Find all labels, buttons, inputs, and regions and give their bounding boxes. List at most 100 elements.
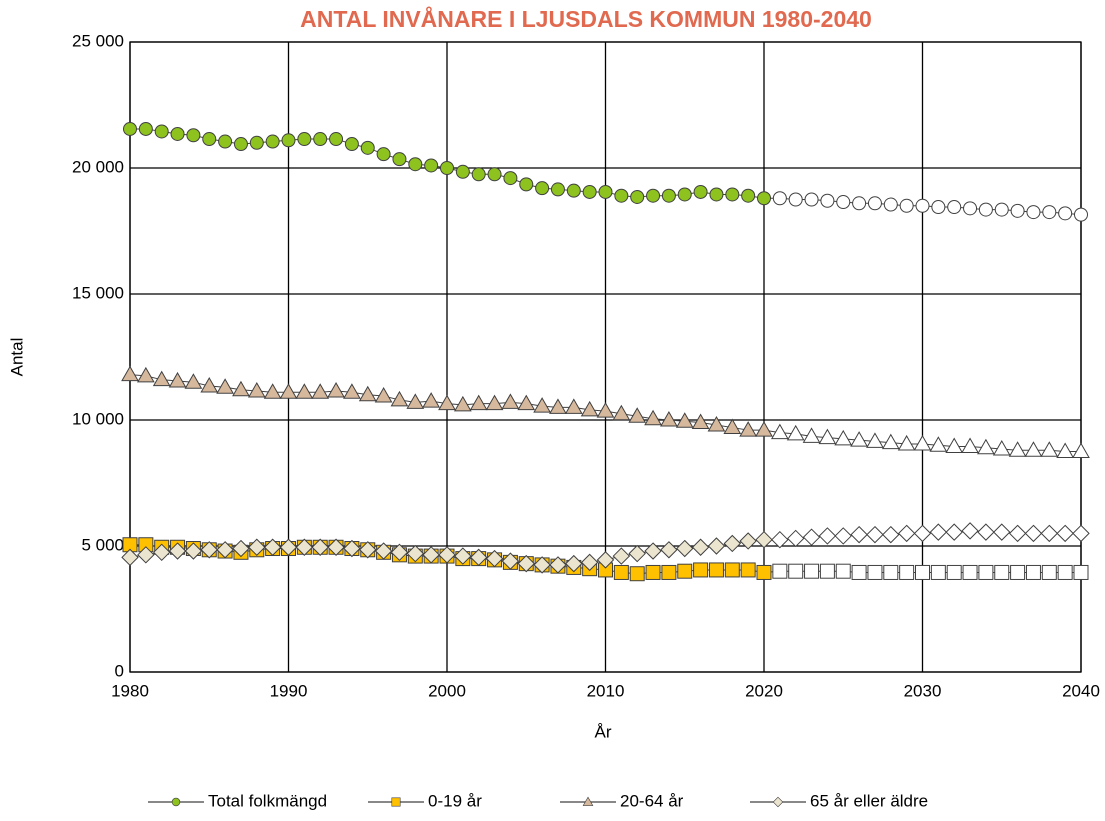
point (691, 538, 710, 556)
point (344, 137, 359, 152)
point (376, 147, 391, 162)
legend-item: 0-19 år (368, 791, 482, 810)
point (741, 188, 756, 203)
point (882, 525, 900, 544)
point (360, 140, 375, 155)
point (453, 395, 472, 412)
point (1073, 564, 1089, 580)
point (281, 133, 296, 148)
point (866, 525, 884, 544)
point (1056, 524, 1074, 543)
point (628, 544, 646, 563)
point (533, 556, 551, 574)
point (915, 564, 930, 580)
point (723, 418, 742, 435)
point (1040, 524, 1059, 543)
point (295, 383, 314, 399)
point (771, 530, 789, 549)
point (327, 382, 345, 398)
point (818, 428, 837, 445)
point (358, 385, 377, 402)
x-axis-label: År (595, 722, 612, 741)
point (691, 413, 710, 430)
point (422, 546, 440, 564)
point (487, 167, 502, 182)
point (152, 543, 171, 562)
legend-label: 65 år eller äldre (810, 791, 928, 810)
point (1026, 205, 1041, 220)
point (596, 402, 615, 418)
x-tick-label: 2000 (428, 681, 466, 700)
legend-item: Total folkmängd (148, 791, 327, 810)
point (866, 432, 884, 448)
point (1008, 524, 1027, 543)
point (945, 523, 963, 541)
point (707, 537, 726, 555)
y-tick-label: 20 000 (72, 157, 124, 176)
point (834, 429, 853, 446)
point (424, 158, 439, 173)
point (440, 161, 454, 175)
point (1072, 524, 1090, 543)
point (1074, 207, 1088, 222)
legend-label: 20-64 år (620, 791, 684, 810)
point (899, 564, 915, 580)
point (406, 393, 425, 409)
y-tick-label: 15 000 (72, 283, 124, 302)
point (1058, 206, 1073, 221)
point (1041, 564, 1057, 580)
point (804, 563, 820, 579)
point (248, 538, 266, 556)
point (962, 564, 978, 580)
point (693, 184, 708, 199)
point (883, 197, 898, 212)
point (802, 427, 821, 443)
point (359, 541, 377, 559)
point (1024, 441, 1043, 457)
point (755, 421, 773, 437)
point (596, 551, 615, 569)
point (661, 564, 677, 580)
point (550, 182, 565, 197)
point (708, 562, 724, 578)
legend-marker (772, 796, 784, 808)
point (154, 124, 169, 139)
point (408, 157, 423, 172)
point (343, 539, 361, 558)
point (755, 530, 773, 549)
point (786, 424, 805, 441)
point (676, 539, 694, 558)
point (136, 366, 155, 383)
legend-item: 65 år eller äldre (750, 791, 928, 810)
point (945, 437, 964, 453)
point (1025, 564, 1041, 580)
point (835, 563, 851, 579)
point (438, 394, 456, 411)
point (168, 542, 187, 560)
point (390, 543, 409, 562)
y-tick-label: 5 000 (81, 535, 124, 554)
point (263, 538, 282, 556)
point (850, 525, 868, 544)
point (247, 382, 266, 398)
point (1072, 442, 1090, 458)
point (913, 524, 932, 543)
legend-marker (582, 796, 594, 806)
point (740, 562, 756, 578)
legend-marker (391, 797, 401, 807)
point (977, 438, 995, 455)
point (501, 393, 520, 409)
point (836, 195, 851, 210)
point (311, 538, 329, 556)
point (249, 135, 264, 150)
point (279, 383, 298, 399)
point (390, 390, 409, 407)
point (899, 198, 914, 213)
point (883, 564, 899, 580)
point (820, 193, 835, 208)
point (549, 556, 567, 574)
point (772, 563, 788, 579)
point (992, 439, 1011, 456)
point (565, 554, 583, 573)
